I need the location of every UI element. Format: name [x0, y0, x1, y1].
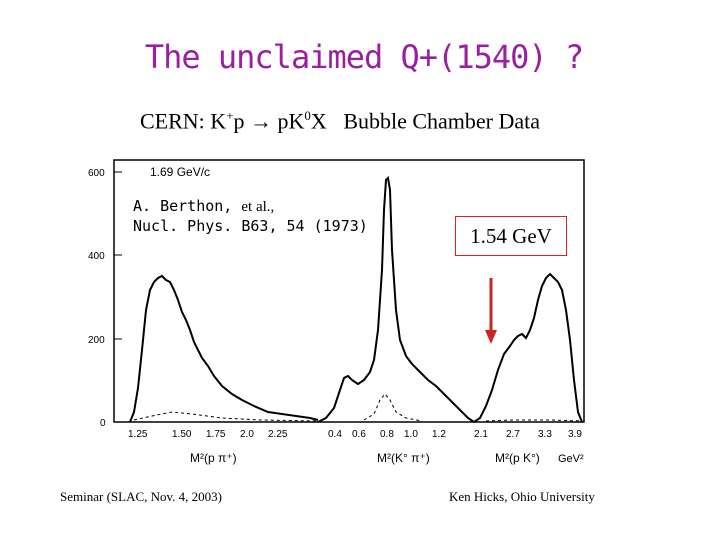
x-tick-label: 2.1	[474, 429, 488, 440]
background-curve-1	[134, 412, 318, 421]
mass-highlight-label: 1.54 GeV	[470, 224, 552, 248]
background-curve-2	[364, 394, 422, 421]
y-tick-label: 600	[88, 168, 105, 179]
y-tick-label: 200	[88, 335, 105, 346]
citation: A. Berthon, et al., Nucl. Phys. B63, 54 …	[133, 197, 368, 236]
slide-title: The unclaimed Q+(1540) ?	[0, 38, 720, 76]
x-tick-label: 3.9	[568, 429, 582, 440]
slide-subtitle: CERN: K+p → pK0X Bubble Chamber Data	[140, 108, 540, 134]
x-tick-label: 0.6	[352, 429, 366, 440]
y-axis: 600 400 200 0	[88, 168, 122, 429]
citation-journal: Nucl. Phys. B63, 54 (1973)	[133, 217, 368, 236]
reaction-suffix: X	[311, 108, 327, 133]
y-tick-label: 0	[100, 418, 106, 429]
x-tick-label: 1.25	[128, 429, 148, 440]
y-tick-label: 400	[88, 251, 105, 262]
citation-authors: A. Berthon,	[133, 197, 241, 215]
x-axis-label-1: M²(p π⁺)	[190, 451, 237, 465]
arrow-icon	[485, 278, 497, 344]
footer-author: Ken Hicks, Ohio University	[449, 489, 595, 505]
x-tick-label: 2.7	[506, 429, 520, 440]
reaction-sup-plus: +	[226, 108, 233, 123]
x-tick-label: 2.25	[268, 429, 288, 440]
x-tick-label: 1.2	[432, 429, 446, 440]
x-tick-label: 1.75	[206, 429, 226, 440]
reaction-mid: p → pK	[234, 108, 305, 133]
mass-highlight-box: 1.54 GeV	[455, 216, 567, 256]
x-axis-label-3: M²(p K°)	[495, 451, 540, 465]
x-tick-label: 1.0	[404, 429, 418, 440]
x-tick-label: 1.50	[172, 429, 192, 440]
histogram-panel-1	[130, 276, 318, 422]
x-tick-label: 2.0	[240, 429, 254, 440]
x-tick-label: 0.4	[328, 429, 342, 440]
data-source-label: Bubble Chamber Data	[343, 108, 540, 133]
footer-seminar: Seminar (SLAC, Nov. 4, 2003)	[60, 489, 222, 505]
citation-etal: et al.,	[241, 199, 274, 215]
x-axis: 1.25 1.50 1.75 2.0 2.25 0.4 0.6 0.8 1.0 …	[128, 429, 582, 440]
reaction-prefix: CERN: K	[140, 108, 226, 133]
background-curve-3	[486, 420, 582, 421]
x-axis-unit: GeV²	[558, 453, 584, 465]
x-axis-label-2: M²(K° π⁺)	[377, 451, 430, 465]
x-tick-label: 3.3	[538, 429, 552, 440]
momentum-label: 1.69 GeV/c	[150, 165, 210, 179]
x-tick-label: 0.8	[380, 429, 394, 440]
